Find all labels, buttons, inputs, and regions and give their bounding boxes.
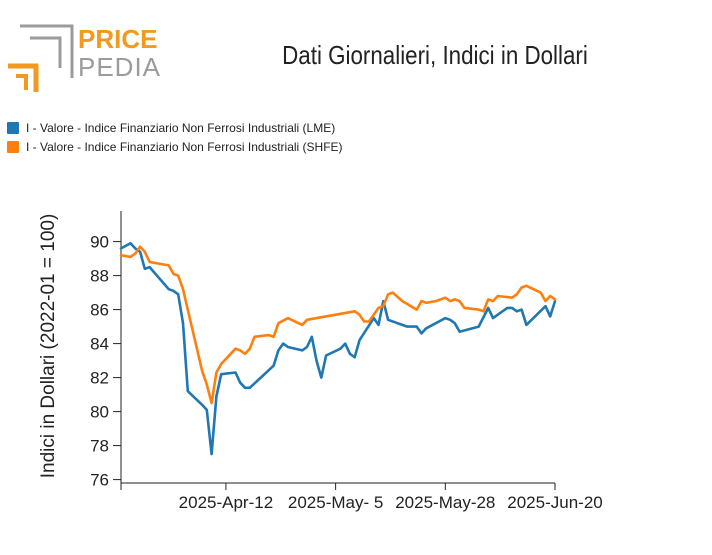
y-tick-label: 76	[90, 471, 109, 490]
logo-text-pedia: PEDIA	[78, 52, 161, 82]
y-tick-label: 80	[90, 403, 109, 422]
y-tick-label: 86	[90, 301, 109, 320]
series-layer	[119, 242, 557, 456]
x-tick-label: 2025-May- 5	[288, 493, 383, 512]
x-axis: 2025-Apr-12 2025-May- 5 2025-May-28 2025-Ju…	[120, 482, 603, 512]
y-tick-label: 88	[90, 267, 109, 286]
legend-swatch-shfe	[7, 140, 19, 153]
y-axis: 76 78 80 82 84 86 88 90	[90, 211, 122, 490]
logo-orange-bracket-inner	[16, 74, 28, 90]
legend-label-lme: I - Valore - Indice Finanziario Non Ferr…	[26, 120, 336, 135]
logo-mark: PRICE PEDIA	[8, 24, 161, 92]
series-line-lme	[119, 242, 557, 456]
x-tick-label: 2025-Jun-20	[507, 493, 602, 512]
legend-label-shfe: I - Valore - Indice Finanziario Non Ferr…	[26, 139, 343, 154]
y-axis-title: Indici in Dollari (2022-01 = 100)	[38, 214, 59, 479]
logo-text-price: PRICE	[78, 24, 157, 54]
y-tick-label: 78	[90, 437, 109, 456]
y-tick-label: 90	[90, 233, 109, 252]
chart-legend: I - Valore - Indice Finanziario Non Ferr…	[7, 118, 343, 156]
logo-gray-bracket-inner	[30, 36, 62, 68]
logo-orange-bracket-outer	[8, 63, 39, 92]
y-tick-label: 84	[90, 335, 109, 354]
chart-title: Dati Giornalieri, Indici in Dollari	[282, 40, 588, 70]
x-tick-label: 2025-Apr-12	[179, 493, 274, 512]
legend-item-lme: I - Valore - Indice Finanziario Non Ferr…	[7, 118, 343, 137]
series-line-shfe	[119, 245, 557, 405]
logo-gray-bracket-outer	[20, 24, 74, 78]
legend-swatch-lme	[7, 121, 19, 134]
legend-item-shfe: I - Valore - Indice Finanziario Non Ferr…	[7, 137, 343, 156]
x-tick-label: 2025-May-28	[395, 493, 495, 512]
pricepedia-logo: PRICE PEDIA	[6, 22, 166, 94]
y-tick-label: 82	[90, 369, 109, 388]
